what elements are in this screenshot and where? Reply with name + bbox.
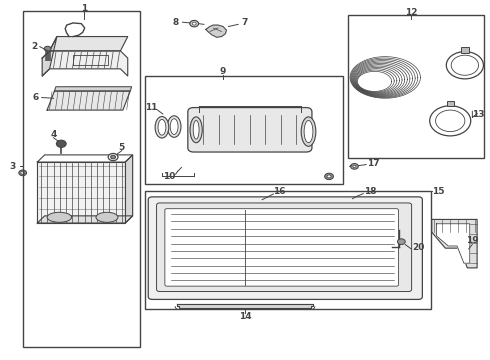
Text: 6: 6 bbox=[33, 93, 39, 102]
Circle shape bbox=[350, 163, 358, 169]
Text: 1: 1 bbox=[81, 4, 87, 13]
Circle shape bbox=[190, 21, 198, 27]
Polygon shape bbox=[49, 37, 128, 51]
Polygon shape bbox=[42, 37, 57, 76]
Circle shape bbox=[56, 140, 66, 147]
FancyBboxPatch shape bbox=[157, 203, 412, 292]
Circle shape bbox=[111, 155, 116, 159]
Text: 17: 17 bbox=[367, 159, 379, 168]
Circle shape bbox=[325, 173, 333, 180]
Bar bbox=[461, 47, 469, 53]
Ellipse shape bbox=[155, 117, 169, 138]
Text: 12: 12 bbox=[405, 8, 417, 17]
Text: 7: 7 bbox=[242, 18, 248, 27]
Text: 14: 14 bbox=[239, 312, 251, 321]
Text: 11: 11 bbox=[145, 103, 157, 112]
Text: 18: 18 bbox=[364, 187, 376, 196]
Text: 8: 8 bbox=[172, 18, 179, 27]
Circle shape bbox=[446, 51, 484, 79]
Ellipse shape bbox=[193, 121, 199, 139]
Text: 10: 10 bbox=[163, 172, 175, 181]
Ellipse shape bbox=[190, 117, 202, 143]
Text: 15: 15 bbox=[432, 187, 445, 196]
Text: 19: 19 bbox=[466, 237, 479, 246]
Circle shape bbox=[19, 170, 26, 176]
Ellipse shape bbox=[170, 119, 178, 134]
FancyBboxPatch shape bbox=[148, 197, 422, 300]
FancyBboxPatch shape bbox=[165, 209, 398, 286]
Circle shape bbox=[353, 165, 356, 167]
Text: 9: 9 bbox=[220, 67, 226, 76]
Bar bbox=[145, 191, 431, 309]
Text: 3: 3 bbox=[10, 162, 16, 171]
Ellipse shape bbox=[47, 212, 72, 222]
Ellipse shape bbox=[301, 117, 316, 146]
Polygon shape bbox=[125, 155, 133, 223]
Text: 16: 16 bbox=[273, 187, 286, 196]
Polygon shape bbox=[54, 87, 132, 91]
Polygon shape bbox=[206, 25, 226, 37]
Text: 13: 13 bbox=[472, 110, 485, 119]
Circle shape bbox=[451, 55, 479, 75]
Polygon shape bbox=[437, 224, 470, 263]
Circle shape bbox=[192, 22, 196, 25]
Circle shape bbox=[108, 153, 118, 161]
Polygon shape bbox=[432, 220, 477, 268]
Polygon shape bbox=[42, 51, 128, 76]
Circle shape bbox=[327, 175, 331, 178]
Circle shape bbox=[44, 46, 51, 51]
FancyBboxPatch shape bbox=[188, 108, 312, 152]
Bar bbox=[23, 12, 140, 347]
Bar bbox=[447, 102, 454, 107]
Circle shape bbox=[21, 171, 24, 174]
Circle shape bbox=[436, 110, 465, 132]
Polygon shape bbox=[176, 304, 314, 309]
Polygon shape bbox=[47, 91, 130, 110]
Circle shape bbox=[430, 106, 471, 136]
Bar bbox=[145, 76, 343, 184]
Circle shape bbox=[397, 239, 405, 244]
Text: 4: 4 bbox=[50, 130, 57, 139]
Polygon shape bbox=[37, 162, 125, 223]
Bar bbox=[347, 15, 485, 158]
Text: 20: 20 bbox=[412, 243, 425, 252]
Ellipse shape bbox=[304, 121, 313, 143]
Polygon shape bbox=[37, 216, 133, 223]
Ellipse shape bbox=[96, 212, 118, 222]
Ellipse shape bbox=[167, 116, 181, 137]
Ellipse shape bbox=[158, 120, 166, 135]
Text: 2: 2 bbox=[31, 42, 37, 51]
Text: 5: 5 bbox=[119, 143, 125, 152]
